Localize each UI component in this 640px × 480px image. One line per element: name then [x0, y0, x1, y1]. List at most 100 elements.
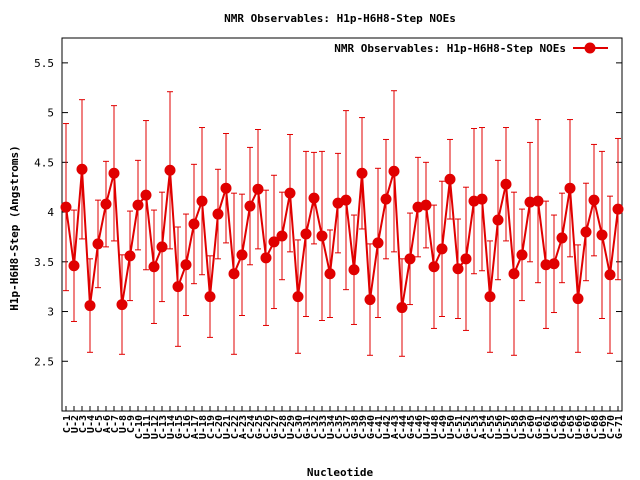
data-point — [596, 229, 608, 241]
y-tick-label: 2.5 — [34, 355, 54, 368]
data-point — [132, 199, 144, 211]
legend-label: NMR Observables: H1p-H6H8-Step NOEs — [334, 42, 566, 55]
x-tick-label: C-32 — [310, 415, 321, 439]
x-tick-label: U-29 — [286, 415, 297, 439]
x-tick-label: A-17 — [190, 415, 201, 439]
data-point — [484, 291, 496, 303]
x-tick-label: U-21 — [222, 415, 233, 439]
data-point — [212, 208, 224, 220]
data-point — [316, 230, 328, 242]
data-point — [92, 238, 104, 250]
data-point — [116, 299, 128, 311]
x-tick-label: A-54 — [478, 415, 489, 439]
x-tick-label: A-6 — [102, 415, 113, 433]
x-tick-label: C-65 — [566, 415, 577, 439]
x-tick-label: U-11 — [142, 415, 153, 439]
x-tick-label: G-38 — [350, 415, 361, 439]
data-point — [604, 269, 616, 281]
x-tick-label: C-19 — [206, 415, 217, 439]
data-point — [356, 167, 368, 179]
data-point — [396, 302, 408, 314]
x-tick-label: C-16 — [182, 415, 193, 439]
legend-marker — [584, 42, 596, 54]
x-tick-label: U-2 — [70, 415, 81, 433]
x-tick-label: G-67 — [582, 415, 593, 439]
data-point — [292, 291, 304, 303]
data-point — [340, 194, 352, 206]
data-point — [188, 218, 200, 230]
data-point — [612, 203, 624, 215]
x-tick-label: U-4 — [86, 415, 97, 433]
legend: NMR Observables: H1p-H6H8-Step NOEs — [334, 42, 608, 55]
data-point — [436, 243, 448, 255]
x-tick-label: C-24 — [246, 415, 257, 439]
series-line — [65, 169, 619, 308]
data-point — [244, 200, 256, 212]
data-point — [108, 167, 120, 179]
data-point — [196, 195, 208, 207]
data-point — [164, 164, 176, 176]
x-tick-label: G-15 — [174, 415, 185, 439]
data-point — [268, 236, 280, 248]
y-axis-label: H1p-H6H8-Step (Angstroms) — [8, 145, 21, 311]
data-point — [228, 268, 240, 280]
data-point — [516, 249, 528, 261]
x-tick-label: U-62 — [542, 415, 553, 439]
x-tick-label: C-5 — [94, 415, 105, 433]
y-tick-label: 5.5 — [34, 57, 54, 70]
x-tick-label: U-18 — [198, 415, 209, 439]
data-point — [68, 260, 80, 272]
x-tick-label: C-49 — [438, 415, 449, 439]
data-point — [220, 182, 232, 194]
data-point — [420, 199, 432, 211]
x-tick-label: U-47 — [422, 415, 433, 439]
data-point — [500, 178, 512, 190]
x-tick-label: U-12 — [150, 415, 161, 439]
data-point — [204, 291, 216, 303]
data-point — [548, 258, 560, 270]
x-tick-label: C-9 — [126, 415, 137, 433]
data-point — [84, 300, 96, 312]
data-point — [236, 249, 248, 261]
y-tick-label: 4.5 — [34, 156, 54, 169]
data-point — [364, 294, 376, 306]
data-point — [572, 293, 584, 305]
x-tick-label: U-66 — [574, 415, 585, 439]
x-tick-label: U-57 — [502, 415, 513, 439]
x-tick-label: U-34 — [326, 415, 337, 439]
x-tick-label: U-64 — [558, 415, 569, 439]
data-point — [300, 228, 312, 240]
x-tick-label: U-48 — [430, 415, 441, 439]
plot-area — [61, 37, 623, 412]
data-point — [380, 193, 392, 205]
x-tick-label: G-45 — [406, 415, 417, 439]
x-tick-label: G-25 — [254, 415, 265, 439]
data-point — [60, 201, 72, 213]
data-point — [532, 195, 544, 207]
x-tick-label: C-30 — [294, 415, 305, 439]
x-tick-label: C-39 — [358, 415, 369, 439]
x-tick-label: C-26 — [262, 415, 273, 439]
x-tick-label: C-58 — [510, 415, 521, 439]
data-point — [404, 253, 416, 265]
x-tick-label: C-37 — [342, 415, 353, 439]
data-point — [508, 268, 520, 280]
data-point — [124, 250, 136, 262]
data-point — [180, 259, 192, 271]
x-tick-label: C-60 — [526, 415, 537, 439]
data-point — [276, 230, 288, 242]
x-tick-label: C-44 — [398, 415, 409, 439]
x-tick-label: C-3 — [78, 415, 89, 433]
data-point — [284, 187, 296, 199]
data-point — [388, 165, 400, 177]
x-tick-label: C-46 — [414, 415, 425, 439]
x-axis: C-1U-2C-3U-4C-5A-6C-7U-8C-9C-10U-11U-12C… — [62, 406, 625, 439]
x-tick-label: G-61 — [534, 415, 545, 439]
x-tick-label: C-13 — [158, 415, 169, 439]
x-tick-label: C-33 — [318, 415, 329, 439]
y-tick-label: 3 — [47, 306, 54, 319]
data-point — [76, 163, 88, 175]
x-tick-label: C-28 — [278, 415, 289, 439]
x-tick-label: C-68 — [590, 415, 601, 439]
